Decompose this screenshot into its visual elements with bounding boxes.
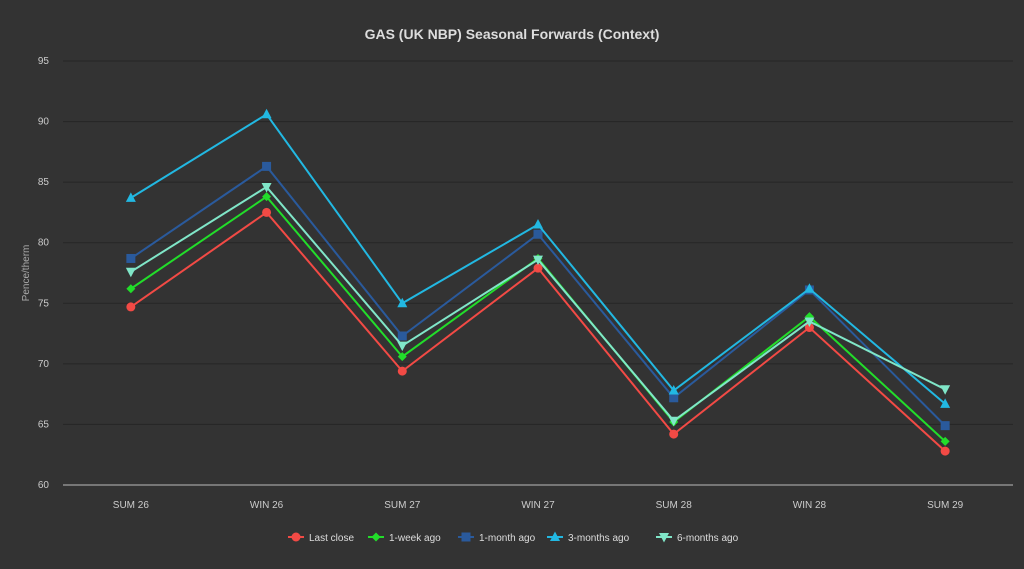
data-point: [262, 207, 272, 217]
data-point: [397, 331, 407, 341]
data-point: [940, 446, 950, 456]
data-point: [126, 284, 136, 294]
x-tick-label: WIN 26: [250, 500, 284, 511]
y-tick-label: 90: [38, 117, 50, 128]
data-point: [668, 416, 679, 427]
legend-marker-icon: [371, 532, 381, 542]
y-tick-label: 75: [38, 298, 50, 309]
data-point: [940, 398, 951, 408]
x-tick-label: SUM 29: [927, 500, 964, 511]
data-point: [397, 366, 407, 376]
legend-label: 3-months ago: [568, 533, 630, 544]
legend-marker-icon: [659, 533, 669, 543]
y-axis-label: Pence/therm: [21, 245, 32, 302]
y-tick-label: 60: [38, 480, 50, 491]
series-6-months-ago: [125, 182, 951, 427]
y-tick-label: 85: [38, 177, 50, 188]
chart-title: GAS (UK NBP) Seasonal Forwards (Context): [365, 26, 660, 42]
x-tick-label: SUM 27: [384, 500, 421, 511]
y-tick-label: 70: [38, 359, 50, 370]
data-point: [669, 429, 679, 439]
data-point: [804, 283, 815, 293]
data-point: [397, 297, 408, 308]
data-point: [533, 219, 543, 229]
data-point: [261, 182, 272, 193]
legend-label: 6-months ago: [677, 533, 739, 544]
data-point: [397, 341, 408, 352]
data-point: [533, 263, 543, 273]
x-tick-label: WIN 28: [793, 500, 827, 511]
data-point: [533, 255, 543, 266]
data-point: [940, 421, 950, 431]
data-point: [261, 108, 272, 119]
data-point: [262, 161, 272, 171]
data-point: [533, 229, 543, 239]
series-last-close: [126, 207, 950, 456]
data-point: [397, 352, 407, 362]
legend-label: Last close: [309, 533, 354, 544]
data-point: [262, 192, 272, 202]
series-line: [130, 211, 946, 452]
data-point: [804, 317, 815, 327]
data-point: [125, 192, 136, 202]
legend-marker-icon: [550, 531, 560, 541]
x-tick-label: SUM 28: [656, 500, 693, 511]
legend-item[interactable]: 3-months ago: [547, 531, 630, 545]
data-point: [126, 253, 136, 263]
legend-marker-icon: [291, 532, 301, 542]
legend-item[interactable]: Last close: [288, 532, 354, 545]
data-point: [126, 302, 136, 312]
y-tick-label: 95: [38, 56, 50, 67]
legend-label: 1-week ago: [389, 533, 441, 544]
data-point: [804, 323, 814, 333]
legend-marker-icon: [461, 532, 471, 542]
data-point: [940, 436, 950, 446]
legend-item[interactable]: 6-months ago: [656, 533, 739, 544]
legend-item[interactable]: 1-week ago: [368, 532, 441, 545]
series-3-months-ago: [125, 108, 951, 408]
data-point: [668, 385, 679, 395]
data-point: [125, 267, 136, 278]
y-tick-label: 80: [38, 238, 50, 249]
y-tick-label: 65: [38, 419, 50, 430]
x-tick-label: SUM 26: [113, 500, 150, 511]
data-point: [940, 385, 951, 395]
data-point: [669, 393, 679, 403]
x-tick-label: WIN 27: [521, 500, 555, 511]
legend-label: 1-month ago: [479, 533, 536, 544]
series-1-month-ago: [126, 161, 950, 431]
legend-item[interactable]: 1-month ago: [458, 532, 536, 545]
